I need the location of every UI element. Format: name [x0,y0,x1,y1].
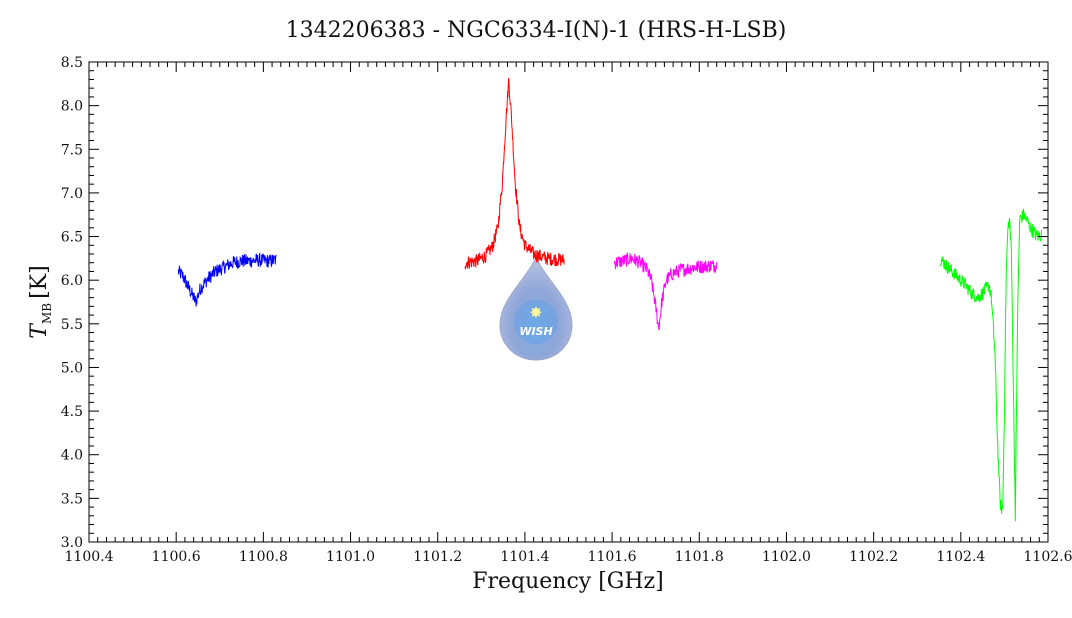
y-tick-label: 5.5 [61,317,83,333]
spectrum-series-4 [939,208,1042,522]
x-axis-label: Frequency [GHz] [472,569,664,594]
plot-frame [88,61,1049,543]
ticks-layer [88,61,1049,543]
y-tick-label: 8.5 [61,55,83,71]
labels-layer: 1100.4 1100.6 1100.8 1101.0 1101.2 1101.4 1101… [61,55,1072,565]
spectrum-series-1 [177,252,277,307]
y-tick-label: 3.0 [61,535,83,551]
x-tick-label: 1102.4 [936,549,985,565]
spectrum-series-2 [464,77,565,271]
y-axis-label-symbol: T [27,322,52,339]
x-tick-label: 1100.6 [152,549,201,565]
y-tick-label: 7.0 [61,186,83,202]
y-tick-label: 4.0 [61,448,83,464]
y-tick-label: 3.5 [61,491,83,507]
y-axis-label: TMB [K] [27,265,54,338]
y-tick-label: 8.0 [61,99,83,115]
svg-text:TMB[K]: TMB [K] [27,265,54,338]
y-tick-label: 6.0 [61,273,83,289]
x-tick-label: 1102.6 [1024,549,1072,565]
x-tick-label: 1101.8 [675,549,724,565]
x-tick-label: 1102.0 [762,549,811,565]
x-tick-label: 1102.2 [849,549,898,565]
water-drop-icon [499,256,573,361]
y-tick-label: 6.5 [61,230,83,246]
y-tick-label: 7.5 [61,142,83,158]
series-layer [177,77,1042,522]
wish-logo-text: WISH [519,325,552,338]
y-axis-label-unit: [K] [27,265,52,299]
wish-logo: ✸ WISH [499,256,573,361]
x-tick-label: 1101.4 [500,549,549,565]
x-tick-label: 1100.8 [239,549,288,565]
x-tick-label: 1100.4 [65,549,114,565]
logo-highlight [514,300,558,344]
x-tick-label: 1101.2 [413,549,462,565]
chart-title: 1342206383 - NGC6334-I(N)-1 (HRS-H-LSB) [285,18,787,43]
x-tick-label: 1101.0 [326,549,375,565]
y-tick-label: 4.5 [61,404,83,420]
x-tick-label: 1101.6 [588,549,637,565]
spectrum-series-3 [613,252,718,331]
y-tick-label: 5.0 [61,360,83,376]
y-axis-label-subscript: MB [40,303,54,324]
star-icon: ✸ [529,303,542,322]
